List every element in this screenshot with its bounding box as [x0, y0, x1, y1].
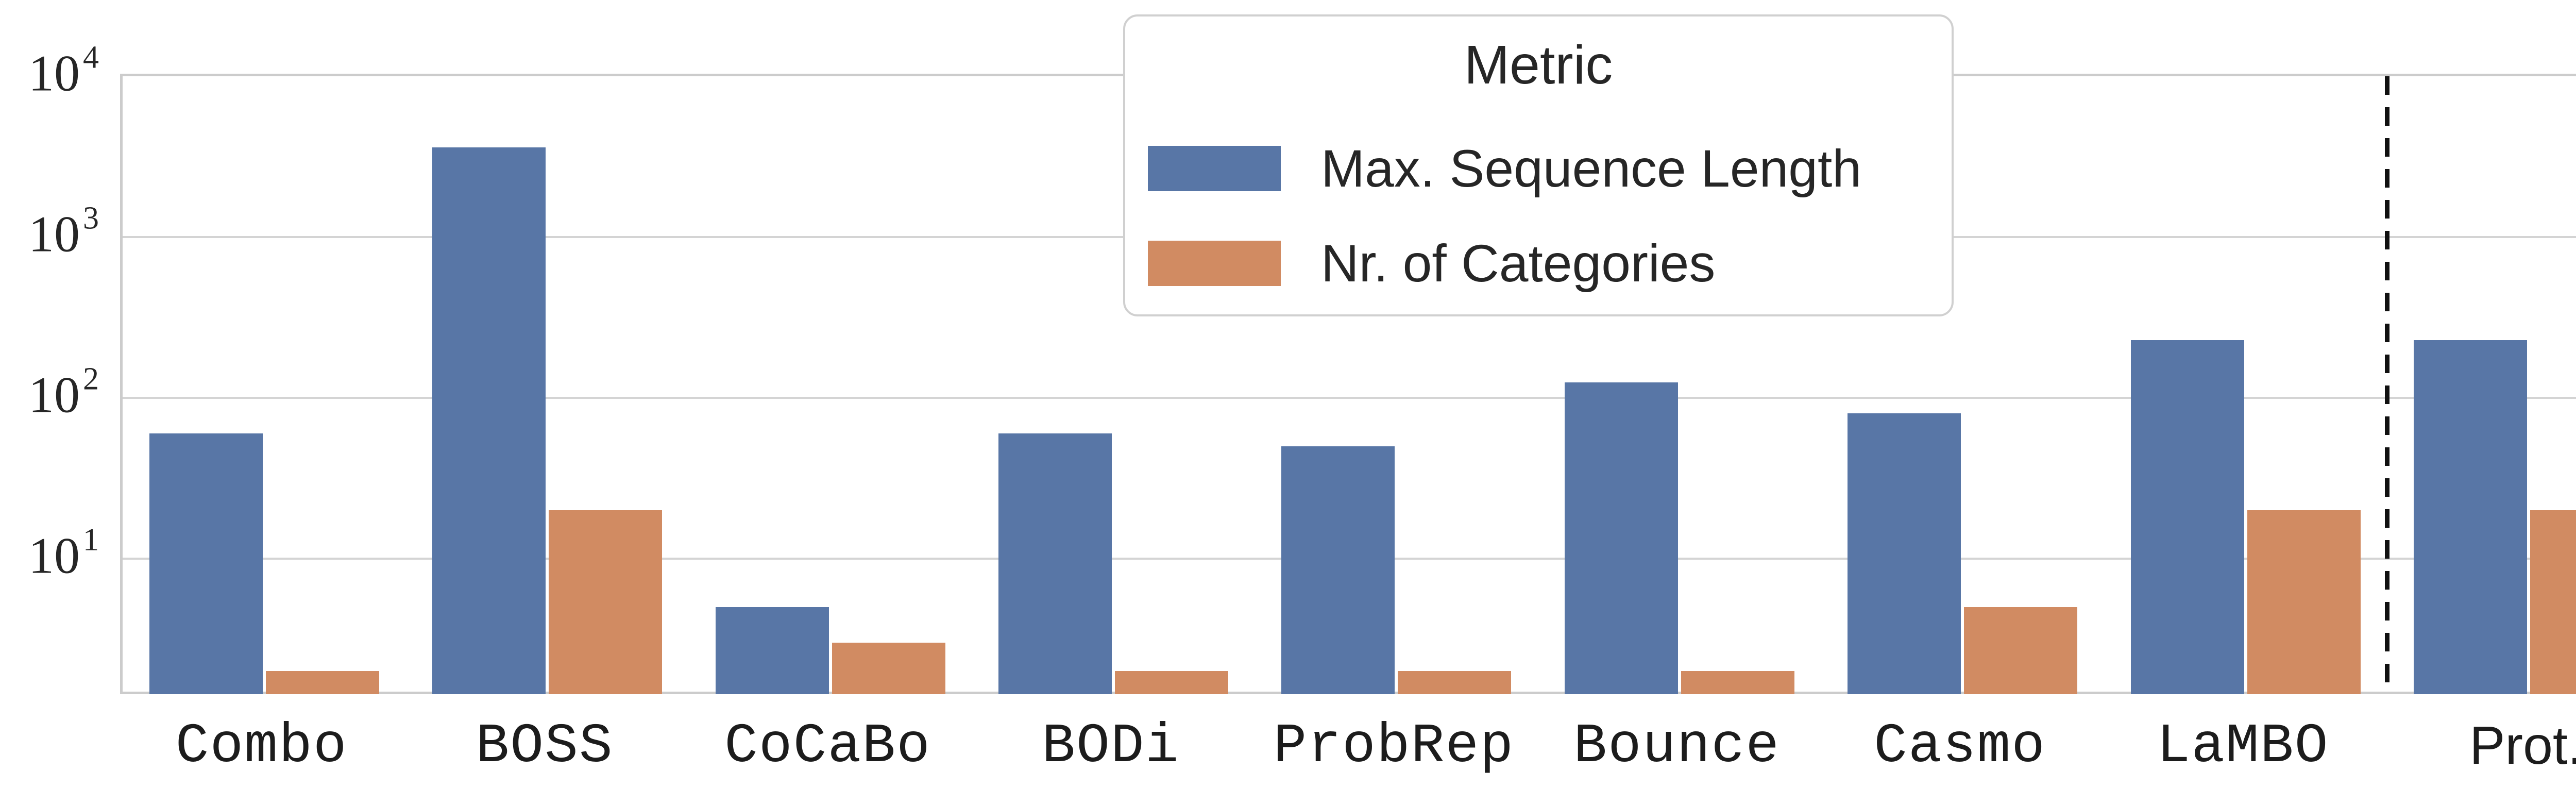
- legend-label: Max. Sequence Length: [1321, 139, 1862, 198]
- bar-nr-categories-combo: [265, 671, 379, 694]
- x-axis-tick-label-combo: Combo: [175, 715, 348, 778]
- y-axis-tick-label: 104: [28, 40, 99, 102]
- legend-label: Nr. of Categories: [1321, 233, 1716, 293]
- legend-swatch-orange: [1148, 241, 1281, 286]
- bar-nr-categories-probrep: [1398, 671, 1512, 694]
- bar-nr-categories-boss: [549, 510, 663, 694]
- x-axis-tick-label-prot: Prot.: [2469, 716, 2576, 776]
- legend-title: Metric: [1464, 35, 1613, 95]
- x-axis-tick-label-boss: BOSS: [476, 715, 614, 778]
- bar-max-seq-len-prot: [2413, 340, 2527, 694]
- bar-max-seq-len-combo: [149, 433, 263, 694]
- x-axis-tick-label-bodi: BODi: [1042, 715, 1180, 778]
- bar-max-seq-len-lambo: [2130, 340, 2244, 694]
- bar-nr-categories-bounce: [1681, 671, 1794, 694]
- x-axis-tick-label-probrep: ProbRep: [1273, 715, 1515, 778]
- bar-max-seq-len-bodi: [998, 433, 1112, 694]
- y-axis-tick-label: 103: [28, 200, 99, 263]
- bar-nr-categories-lambo: [2247, 510, 2361, 694]
- bar-nr-categories-prot: [2530, 510, 2576, 694]
- bar-max-seq-len-casmo: [1848, 413, 1961, 694]
- y-axis-tick-label: 101: [28, 522, 99, 584]
- legend-swatch-blue: [1148, 146, 1281, 191]
- bar-nr-categories-bodi: [1114, 671, 1228, 694]
- bar-nr-categories-casmo: [1964, 607, 2078, 694]
- bar-max-seq-len-probrep: [1281, 446, 1395, 694]
- bar-max-seq-len-cocabo: [715, 607, 829, 694]
- x-axis-tick-label-cocabo: CoCaBo: [724, 715, 931, 778]
- grid-line-10e2: [123, 397, 2576, 399]
- x-axis-tick-label-lambo: LaMBO: [2157, 715, 2329, 778]
- benchmark-task-divider-dashed-line: [2385, 76, 2390, 692]
- legend-entry-max-sequence-length: Max. Sequence Length: [1148, 139, 1862, 198]
- bar-max-seq-len-boss: [432, 147, 546, 694]
- legend-entry-nr-of-categories: Nr. of Categories: [1148, 233, 1716, 293]
- legend: Metric Max. Sequence Length Nr. of Categ…: [1123, 14, 1954, 316]
- bar-max-seq-len-bounce: [1564, 382, 1678, 694]
- y-axis-tick-label: 102: [28, 361, 99, 424]
- x-axis-tick-label-bounce: Bounce: [1573, 715, 1781, 778]
- x-axis-tick-label-casmo: Casmo: [1874, 715, 2046, 778]
- bar-nr-categories-cocabo: [832, 643, 945, 694]
